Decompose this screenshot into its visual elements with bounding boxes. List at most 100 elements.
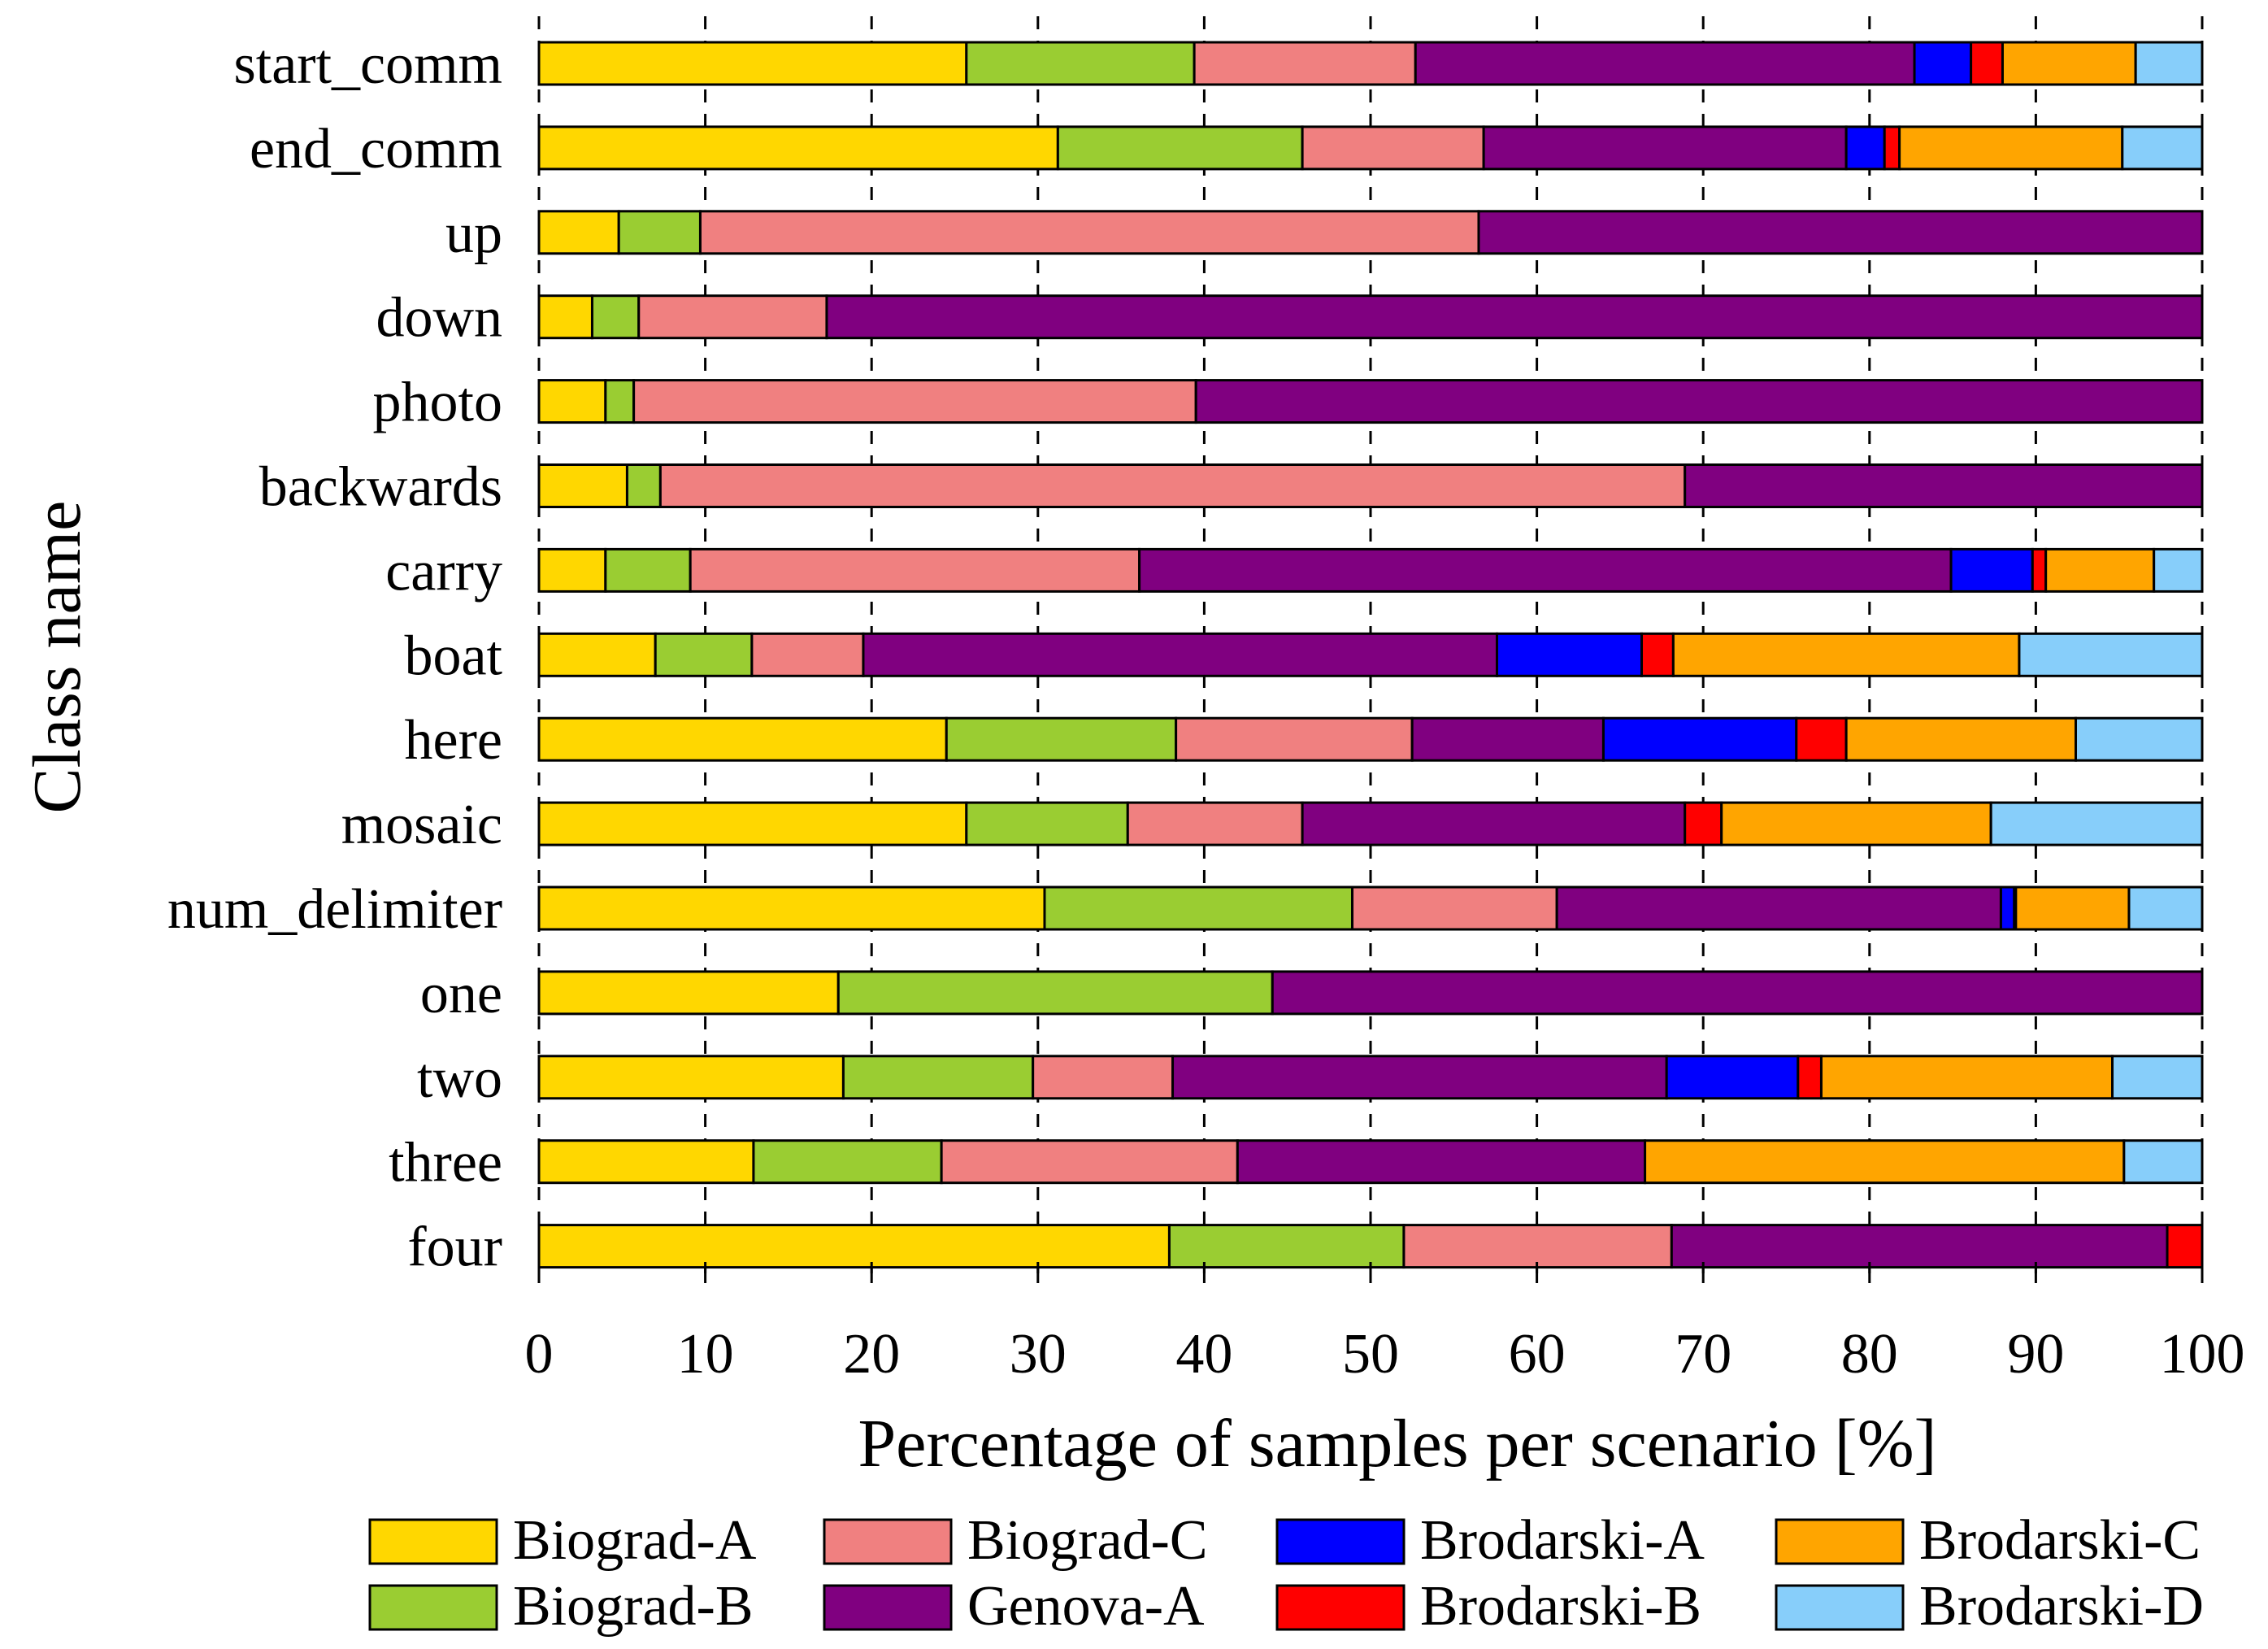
bar-segment [637, 294, 828, 340]
bar-segment [654, 632, 754, 677]
legend-label: Brodarski-A [1420, 1509, 1705, 1572]
bar-segment [1410, 716, 1605, 762]
legend-swatch [823, 1518, 953, 1565]
category-label: backwards [259, 456, 502, 519]
x-axis-title: Percentage of samples per scenario [%] [858, 1406, 1936, 1481]
bar-segment [2166, 1224, 2204, 1269]
bar-segment [1898, 125, 2124, 171]
bar-segment [1271, 970, 2204, 1016]
category-label: boat [404, 624, 502, 687]
bar-segment [1844, 125, 1886, 171]
bar-segment [1797, 1055, 1823, 1100]
bar-segment [698, 210, 1480, 255]
bar-segment [537, 716, 948, 762]
bar-segment [537, 970, 840, 1016]
bar-segment [537, 1055, 845, 1100]
bar-segment [1844, 716, 2078, 762]
bar-segment [940, 1139, 1239, 1185]
bar-segment [841, 1055, 1035, 1100]
category-label: carry [385, 540, 502, 603]
bar-segment [537, 463, 628, 508]
bar-segment [2018, 632, 2204, 677]
bar-segment [1126, 801, 1304, 846]
category-label: start_comm [234, 33, 502, 96]
bar-segment [590, 294, 641, 340]
bar-segment [945, 716, 1178, 762]
category-label: mosaic [341, 794, 502, 856]
x-tick-label: 0 [525, 1323, 554, 1386]
bar-segment [1949, 547, 2034, 593]
x-tick-label: 40 [1175, 1323, 1232, 1386]
x-tick-label: 100 [2160, 1323, 2245, 1386]
bar-segment [2001, 41, 2137, 86]
bar-segment [1684, 463, 2204, 508]
bar-segment [965, 801, 1129, 846]
bar-segment [1301, 125, 1485, 171]
bar-segment [1684, 801, 1723, 846]
bar-segment [1644, 1139, 2126, 1185]
x-axis: 0 10 20 30 40 50 60 70 80 90 100 [525, 1262, 2245, 1386]
bar-segment [1795, 716, 1848, 762]
bar-segment [617, 210, 702, 255]
bar-segment [1883, 125, 1901, 171]
bar-segment [604, 379, 636, 424]
bar-segment [1640, 632, 1675, 677]
y-axis-title: Class name [20, 501, 95, 814]
category-label: two [417, 1047, 502, 1110]
bar-segment [537, 632, 657, 677]
bar-segment [1671, 632, 2021, 677]
bar-segment [537, 885, 1046, 931]
bar-segment [825, 294, 2204, 340]
bar-segment [1999, 885, 2016, 931]
x-tick-label: 70 [1675, 1323, 1731, 1386]
legend-label: Biograd-B [513, 1575, 754, 1638]
bar-segment [2153, 547, 2204, 593]
bar-segment [658, 463, 1687, 508]
bar-segment [689, 547, 1141, 593]
bar-segment [1477, 210, 2204, 255]
bar-segment [862, 632, 1498, 677]
category-label: four [407, 1216, 502, 1279]
x-tick-label: 50 [1342, 1323, 1399, 1386]
legend-label: Brodarski-B [1420, 1575, 1701, 1638]
bar-segment [625, 463, 662, 508]
bar-segment [537, 801, 968, 846]
bar-segment [2111, 1055, 2204, 1100]
category-label: end_comm [250, 118, 502, 181]
legend-label: Biograd-A [513, 1509, 757, 1572]
legend-swatch [368, 1584, 498, 1631]
bar-segment [2014, 885, 2131, 931]
bar-segment [1720, 801, 1992, 846]
bar-segment [965, 41, 1196, 86]
bar-segment [1819, 1055, 2114, 1100]
bar-segment [537, 41, 968, 86]
legend-label: Genova-A [967, 1575, 1205, 1638]
bar-segment [1670, 1224, 2169, 1269]
bar-segment [1193, 41, 1417, 86]
bar-segment [1175, 716, 1414, 762]
bar-segment [1236, 1139, 1647, 1185]
legend-label: Biograd-C [967, 1509, 1208, 1572]
bar-segment [1043, 885, 1353, 931]
bar-segment [537, 547, 607, 593]
bar-segment [2134, 41, 2204, 86]
bar-segment [1194, 379, 2204, 424]
legend-label: Brodarski-D [1919, 1575, 2204, 1638]
bar-segment [2127, 885, 2204, 931]
bar-segment [1989, 801, 2204, 846]
bar-segment [1913, 41, 1973, 86]
bar-segment [537, 1139, 755, 1185]
bar-segment [752, 1139, 943, 1185]
bar-segment [632, 379, 1197, 424]
bar-segment [1301, 801, 1687, 846]
bar-segment [1056, 125, 1304, 171]
category-label: three [389, 1132, 502, 1194]
x-tick-label: 30 [1010, 1323, 1067, 1386]
bar-segment [537, 210, 620, 255]
category-label: one [420, 963, 502, 1025]
category-label: up [445, 202, 502, 265]
x-tick-label: 10 [677, 1323, 734, 1386]
